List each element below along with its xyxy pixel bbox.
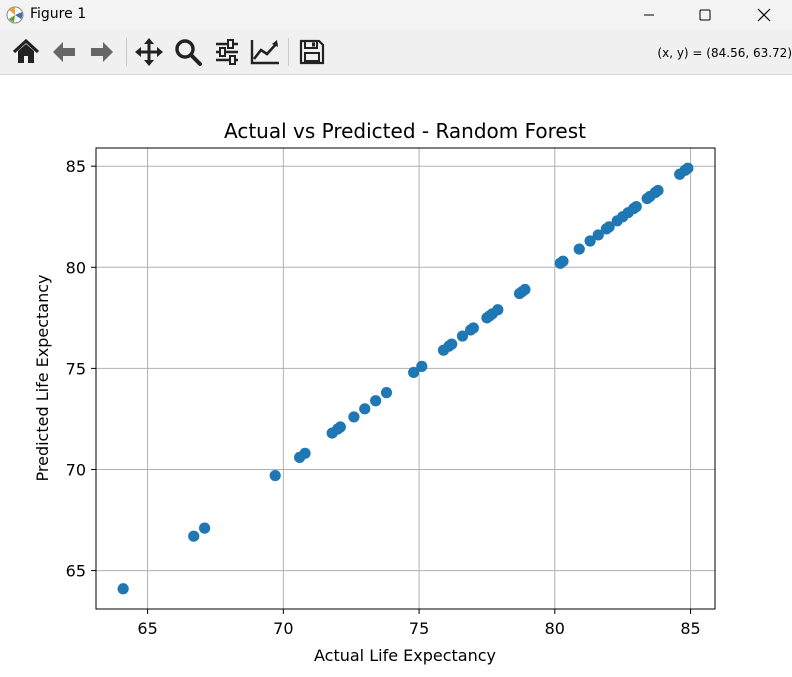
data-point [299,447,311,459]
data-point [573,243,585,255]
data-point [269,469,281,482]
grid-lines [96,148,715,609]
data-point [557,255,569,267]
y-axis-ticks: 65 70 75 80 85 [66,157,96,581]
x-tick-label: 70 [273,619,293,638]
pan-button[interactable] [133,36,165,68]
close-button[interactable] [741,0,787,30]
pan-move-icon [135,38,163,66]
x-tick-label: 85 [680,619,700,638]
scatter-chart[interactable]: 65 70 75 80 85 65 70 75 80 85 Actual vs Predicte… [0,75,792,673]
forward-arrow-icon [91,42,113,62]
home-icon [12,38,40,63]
data-point [630,201,642,213]
y-tick-label: 80 [66,258,86,277]
data-point [652,184,664,197]
data-point [584,235,596,247]
data-point [467,322,479,334]
back-button[interactable] [48,36,80,68]
x-tick-label: 65 [137,619,157,638]
toolbar-separator [126,38,127,66]
y-tick-label: 70 [66,460,86,479]
cursor-coordinates-readout: (x, y) = (84.56, 63.72) [657,46,792,60]
data-point [682,162,694,174]
data-point [408,366,420,379]
data-point [416,360,428,372]
window-title: Figure 1 [30,6,87,22]
zoom-button[interactable] [172,36,204,68]
y-tick-label: 65 [66,562,86,581]
data-point [188,530,200,542]
edit-axis-icon [250,40,279,65]
figure-canvas: 65 70 75 80 85 65 70 75 80 85 Actual vs Predicte… [0,75,792,673]
data-points [117,162,694,595]
data-point [380,387,393,399]
configure-subplots-button[interactable] [211,36,243,68]
x-axis-ticks: 65 70 75 80 85 [137,609,701,638]
data-point [198,522,211,534]
minimize-button[interactable] [626,0,672,30]
data-point [348,411,360,423]
x-tick-label: 75 [409,619,429,638]
toolbar-separator [288,38,289,66]
data-point [603,221,615,233]
save-icon [299,39,325,65]
x-axis-label: Actual Life Expectancy [314,646,496,665]
chart-title: Actual vs Predicted - Random Forest [224,119,586,143]
matplotlib-logo-icon [6,6,24,24]
toolbar: (x, y) = (84.56, 63.72) [0,30,792,75]
data-point [334,421,346,433]
data-point [446,338,458,350]
y-axis-label: Predicted Life Expectancy [33,275,52,482]
close-icon [757,8,771,22]
back-arrow-icon [53,42,75,62]
data-point [370,395,382,407]
y-tick-label: 75 [66,359,86,378]
maximize-button[interactable] [682,0,728,30]
data-point [117,583,129,595]
edit-axis-button[interactable] [249,36,281,68]
maximize-icon [699,9,711,21]
forward-button[interactable] [86,36,118,68]
zoom-icon [175,39,202,66]
data-point [492,304,504,316]
x-tick-label: 80 [545,619,565,638]
minimize-icon [644,14,654,16]
save-button[interactable] [296,36,328,68]
data-point [519,283,531,296]
data-point [359,403,371,415]
data-point [592,229,604,241]
title-bar: Figure 1 [0,0,792,30]
y-tick-label: 85 [66,157,86,176]
data-point [456,330,469,342]
home-button[interactable] [10,36,42,68]
axes-frame [95,147,716,610]
configure-subplots-icon [216,39,238,65]
